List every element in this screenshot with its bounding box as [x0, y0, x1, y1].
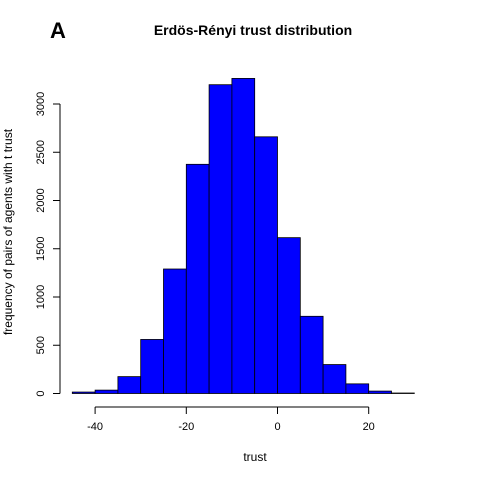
- histogram-bar: [277, 237, 301, 394]
- y-tick-label: 2500: [35, 140, 47, 164]
- y-tick-label: 500: [35, 336, 47, 354]
- y-tick-label: 0: [35, 390, 47, 396]
- x-tick-label: 20: [363, 421, 375, 433]
- histogram-bar: [94, 389, 119, 394]
- histogram-bar: [254, 136, 278, 394]
- histogram-bar: [163, 268, 187, 394]
- panel-label: A: [50, 18, 66, 43]
- y-tick-label: 1000: [35, 285, 47, 309]
- histogram-bars: [71, 78, 415, 394]
- histogram-bar: [117, 376, 142, 394]
- histogram-bar: [71, 391, 96, 394]
- y-tick-label: 2000: [35, 188, 47, 212]
- histogram-bar: [208, 84, 233, 394]
- x-tick-label: -40: [87, 421, 103, 433]
- y-axis-title: frequency of pairs of agents with t trus…: [1, 128, 15, 335]
- x-tick-label: -20: [178, 421, 194, 433]
- histogram-bar: [185, 163, 210, 394]
- y-axis: 0 500 1000 1500 2000 2500 3000: [35, 92, 61, 397]
- chart-title: Erdös-Rényi trust distribution: [154, 22, 352, 38]
- histogram-bar: [368, 390, 392, 394]
- histogram-bar: [322, 364, 347, 394]
- y-tick-label: 3000: [35, 92, 47, 116]
- histogram-bar: [231, 78, 256, 394]
- x-axis-title: trust: [243, 450, 267, 464]
- histogram-bar: [140, 339, 164, 394]
- histogram-bar: [345, 383, 370, 394]
- histogram-bar: [299, 315, 324, 394]
- x-axis: -40 -20 0 20: [87, 406, 375, 433]
- x-tick-label: 0: [274, 421, 280, 433]
- y-tick-label: 1500: [35, 237, 47, 261]
